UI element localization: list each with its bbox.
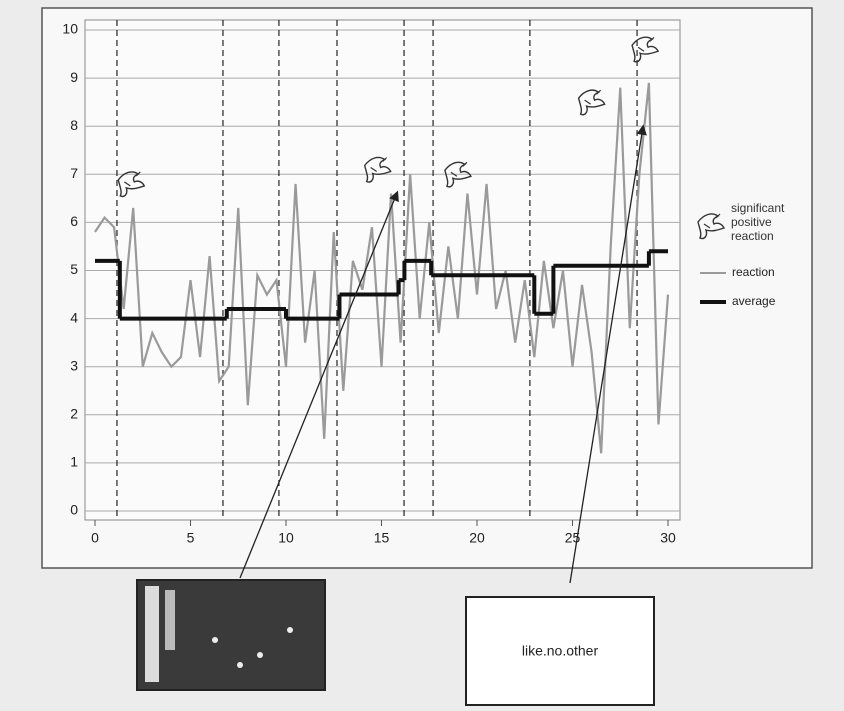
arrow (239, 190, 399, 579)
y-tick-label: 2 (70, 406, 78, 422)
y-tick-label: 6 (70, 213, 78, 229)
y-tick-label: 10 (62, 21, 78, 37)
legend-label: significant positive reaction (731, 201, 785, 243)
x-tick-label: 30 (660, 530, 676, 546)
photo-detail (145, 586, 159, 682)
x-tick-label: 10 (278, 530, 294, 546)
y-tick-label: 4 (70, 309, 78, 325)
y-tick-label: 1 (70, 454, 78, 470)
y-tick-label: 8 (70, 117, 78, 133)
text-box (465, 596, 655, 706)
y-tick-label: 7 (70, 165, 78, 181)
x-tick-label: 15 (374, 530, 390, 546)
x-tick-label: 0 (91, 530, 99, 546)
y-tick-label: 3 (70, 357, 78, 373)
photo-detail (212, 637, 218, 643)
y-tick-label: 5 (70, 261, 78, 277)
y-tick-label: 0 (70, 502, 78, 518)
photo-detail (257, 652, 263, 658)
annotation: like.no.other (522, 643, 599, 659)
y-tick-label: 9 (70, 69, 78, 85)
arrow (569, 124, 647, 584)
legend-label: average (732, 294, 776, 308)
photo-detail (237, 662, 243, 668)
x-tick-label: 5 (187, 530, 195, 546)
reaction-line (94, 82, 670, 454)
legend-label: reaction (732, 265, 775, 279)
x-tick-label: 20 (469, 530, 485, 546)
photo-detail (165, 590, 175, 650)
photo-detail (287, 627, 293, 633)
